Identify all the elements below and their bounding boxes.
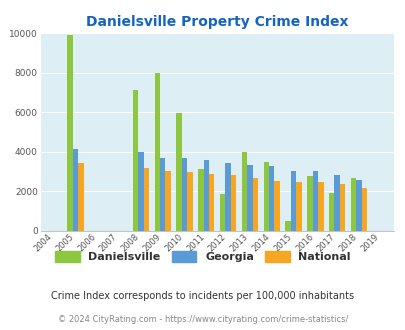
Bar [350,178,355,231]
Bar [285,221,290,231]
Bar [339,184,345,231]
Bar [203,160,209,231]
Bar [220,194,225,231]
Bar [181,158,187,231]
Bar [78,163,83,231]
Bar [274,181,279,231]
Bar [72,149,78,231]
Bar [198,169,203,231]
Bar [165,171,171,231]
Bar [67,35,72,231]
Bar [290,171,296,231]
Bar [296,182,301,231]
Bar [160,158,165,231]
Bar [176,113,181,231]
Bar [187,172,192,231]
Bar [138,152,143,231]
Bar [241,152,247,231]
Bar [317,182,323,231]
Legend: Danielsville, Georgia, National: Danielsville, Georgia, National [51,247,354,267]
Bar [143,168,149,231]
Bar [132,90,138,231]
Bar [269,166,274,231]
Bar [307,176,312,231]
Text: Crime Index corresponds to incidents per 100,000 inhabitants: Crime Index corresponds to incidents per… [51,291,354,301]
Bar [263,162,269,231]
Bar [312,171,317,231]
Bar [334,175,339,231]
Bar [230,175,236,231]
Bar [355,180,361,231]
Bar [209,174,214,231]
Bar [328,193,334,231]
Bar [361,188,366,231]
Bar [154,73,160,231]
Bar [252,178,258,231]
Bar [225,163,230,231]
Text: © 2024 CityRating.com - https://www.cityrating.com/crime-statistics/: © 2024 CityRating.com - https://www.city… [58,315,347,324]
Title: Danielsville Property Crime Index: Danielsville Property Crime Index [86,15,347,29]
Bar [247,165,252,231]
